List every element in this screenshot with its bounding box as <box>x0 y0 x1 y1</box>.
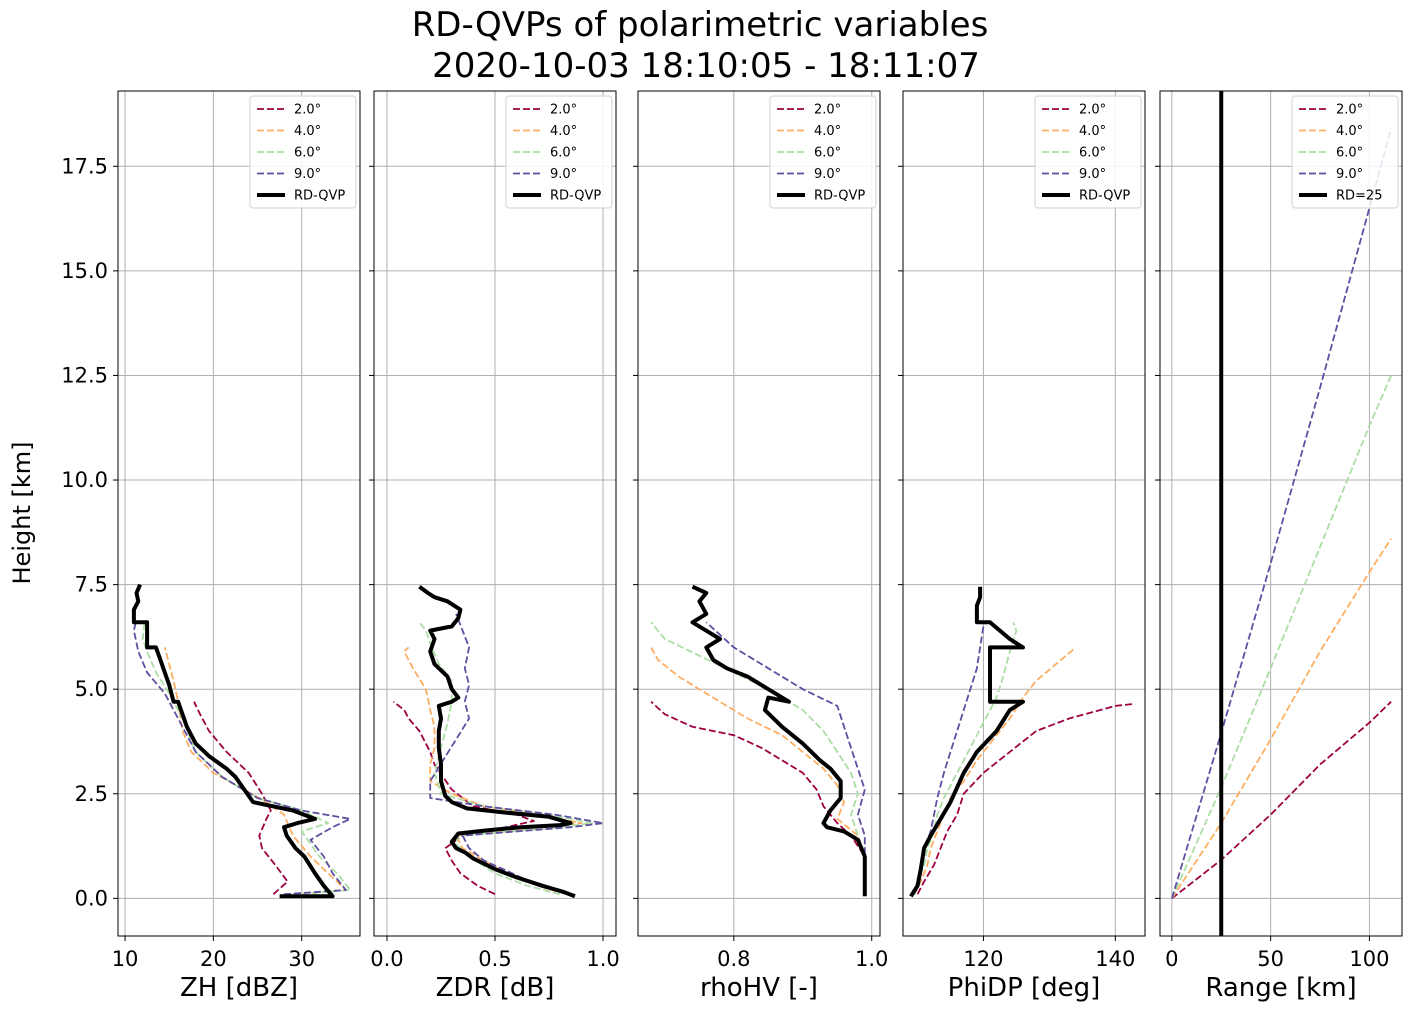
legend-label-2-0: 2.0° <box>294 103 321 118</box>
y-tick-label: 12.5 <box>61 363 108 387</box>
series-line-2-0 <box>193 701 289 895</box>
legend-label-4-0: 4.0° <box>294 124 321 139</box>
legend-box <box>769 95 877 209</box>
plot-frame <box>117 90 361 937</box>
y-tick-label: 5.0 <box>75 677 108 701</box>
series-line-4-0 <box>163 647 347 896</box>
legend-label-2-0: 2.0° <box>550 103 577 118</box>
legend-label-9-0: 9.0° <box>294 167 321 182</box>
x-tick-label: 1.0 <box>855 947 888 971</box>
legend-box <box>505 95 613 209</box>
legend-label-9-0: 9.0° <box>1336 167 1363 182</box>
series-line-rd-qvp <box>418 585 576 899</box>
x-tick-label: 10 <box>112 947 139 971</box>
y-tick-label: 17.5 <box>61 154 108 178</box>
legend-label-rd-qvp: RD-QVP <box>814 189 865 204</box>
series-line-2-0 <box>650 701 866 895</box>
legend-label-6-0: 6.0° <box>1079 146 1106 161</box>
legend-box <box>249 95 357 209</box>
x-axis-label: rhoHV [-] <box>700 973 818 1003</box>
series-line-4-0 <box>913 646 1077 895</box>
series-line-4-0 <box>1171 538 1392 899</box>
legend-label-2-0: 2.0° <box>814 103 841 118</box>
series-line-9-0 <box>913 621 988 895</box>
legend-label-rd-25: RD=25 <box>1336 189 1382 204</box>
y-tick-label: 10.0 <box>61 468 108 492</box>
legend-label-4-0: 4.0° <box>1336 124 1363 139</box>
series-line-rd-qvp <box>690 584 867 897</box>
y-tick-label: 7.5 <box>75 573 108 597</box>
legend-box <box>1034 95 1142 209</box>
legend: 2.0° 4.0° 6.0° 9.0° RD-QVP <box>249 95 357 209</box>
legend-label-9-0: 9.0° <box>550 167 577 182</box>
x-tick-label: 20 <box>200 947 227 971</box>
y-tick-label: 15.0 <box>61 259 108 283</box>
series-line-9-0 <box>1171 128 1392 899</box>
panel-zdr-db: 0.0 0.5 1.0 ZDR [dB] 2.0° 4.0° 6.0° 9.0° RD-QVP <box>369 90 620 1003</box>
legend-box <box>1291 95 1399 209</box>
legend-label-2-0: 2.0° <box>1079 103 1106 118</box>
legend-label-rd-qvp: RD-QVP <box>1079 189 1130 204</box>
x-tick-label: 100 <box>1349 947 1389 971</box>
x-axis-label: Range [km] <box>1205 973 1356 1003</box>
series-line-6-0 <box>913 621 1018 895</box>
series-line-6-0 <box>650 621 866 895</box>
series-line-rd-qvp <box>131 583 335 899</box>
chart-title-line2: 2020-10-03 18:10:05 - 18:11:07 <box>432 46 980 86</box>
x-tick-label: 0 <box>1165 947 1178 971</box>
series-line-6-0 <box>141 622 352 896</box>
legend-label-6-0: 6.0° <box>814 146 841 161</box>
legend-label-6-0: 6.0° <box>550 146 577 161</box>
chart-title-line1: RD-QVPs of polarimetric variables <box>412 5 989 45</box>
x-tick-label: 50 <box>1257 947 1284 971</box>
x-tick-label: 30 <box>288 947 315 971</box>
y-tick-label: 0.0 <box>75 886 108 910</box>
legend-label-2-0: 2.0° <box>1336 103 1363 118</box>
x-axis-label: PhiDP [deg] <box>948 973 1101 1003</box>
legend-label-rd-qvp: RD-QVP <box>294 189 345 204</box>
series-line-2-0 <box>916 702 1136 895</box>
series-line-rd-qvp <box>909 586 1025 898</box>
x-axis-label: ZH [dBZ] <box>180 973 298 1003</box>
legend-label-4-0: 4.0° <box>550 124 577 139</box>
x-tick-label: 1.0 <box>586 947 619 971</box>
x-tick-label: 0.5 <box>478 947 511 971</box>
legend-label-6-0: 6.0° <box>294 146 321 161</box>
legend-label-9-0: 9.0° <box>814 167 841 182</box>
legend: 2.0° 4.0° 6.0° 9.0° RD-QVP <box>1034 95 1142 209</box>
plot-frame <box>637 90 881 937</box>
series-line-6-0 <box>1171 375 1392 899</box>
legend: 2.0° 4.0° 6.0° 9.0° RD-QVP <box>769 95 877 209</box>
legend-label-6-0: 6.0° <box>1336 146 1363 161</box>
series-line-4-0 <box>403 646 583 896</box>
x-tick-label: 120 <box>963 947 1003 971</box>
y-tick-label: 2.5 <box>75 782 108 806</box>
legend-label-4-0: 4.0° <box>1079 124 1106 139</box>
plot-frame <box>1159 90 1403 937</box>
legend: 2.0° 4.0° 6.0° 9.0° RD=25 <box>1291 95 1399 209</box>
legend-label-9-0: 9.0° <box>1079 167 1106 182</box>
y-axis-label: Height [km] <box>8 442 36 585</box>
x-tick-label: 0.8 <box>717 947 750 971</box>
series-line-9-0 <box>429 613 604 896</box>
legend-label-4-0: 4.0° <box>814 124 841 139</box>
series-line-9-0 <box>133 622 352 896</box>
legend: 2.0° 4.0° 6.0° 9.0° RD-QVP <box>505 95 613 209</box>
x-axis-label: ZDR [dB] <box>436 973 555 1003</box>
panel-rhohv: 0.8 1.0 rhoHV [-] 2.0° 4.0° 6.0° 9.0° RD-QVP <box>633 90 888 1003</box>
x-tick-label: 140 <box>1095 947 1135 971</box>
x-tick-label: 0.0 <box>370 947 403 971</box>
series-line-2-0 <box>1171 701 1392 900</box>
series-line-9-0 <box>705 621 866 895</box>
plot-frame <box>902 90 1146 937</box>
legend-label-rd-qvp: RD-QVP <box>550 189 601 204</box>
